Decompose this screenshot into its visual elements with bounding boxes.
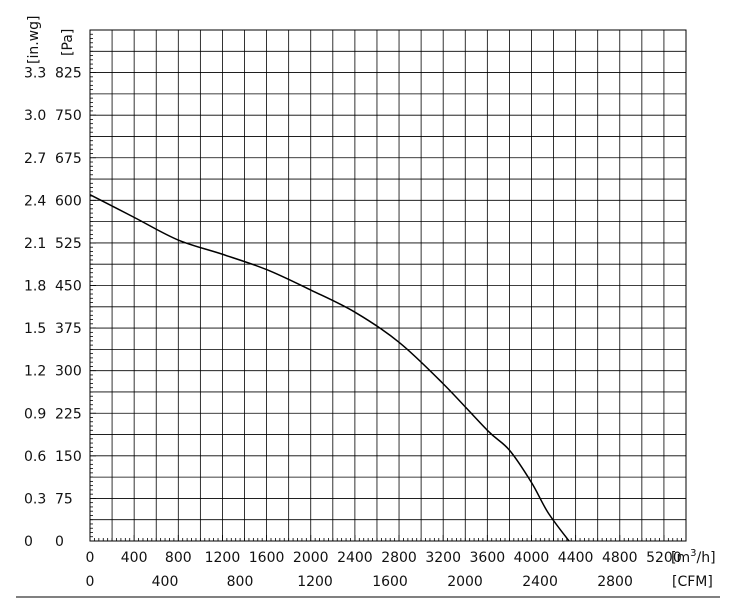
x-tick-label-m3h: 2400	[337, 550, 373, 566]
x-tick-label-cfm: 400	[152, 574, 179, 590]
y-axis-ticks: 0 0 75 0.3 150 0.6 225 0.9 300 1.2 375 1.5 450 1.8 525…	[24, 29, 96, 550]
y-tick-label-pa: 225	[55, 406, 82, 422]
y-tick-label-in-wg: 1.8	[24, 279, 46, 295]
y-tick-label-in-wg: 1.5	[24, 321, 46, 337]
x-tick-label-m3h: 3200	[425, 550, 461, 566]
x-tick-label-m3h: 4800	[602, 550, 638, 566]
x-tick-label-m3h: 2000	[293, 550, 329, 566]
x-tick-label-m3h: 800	[165, 550, 192, 566]
y-tick-label-pa: 825	[55, 66, 82, 82]
y-tick-label-pa: 375	[55, 321, 82, 337]
x-unit-m3h: [m3/h]	[671, 548, 716, 566]
y-tick-label-pa: 600	[55, 193, 82, 209]
x-tick-label-cfm: 0	[86, 574, 95, 590]
y-tick-label-pa: 450	[55, 279, 82, 295]
y-tick-label-pa: 75	[55, 491, 73, 507]
y-tick-label-pa: 0	[55, 534, 64, 550]
x-unit-cfm: [CFM]	[672, 574, 713, 590]
y-tick-label-in-wg: 0.9	[24, 406, 46, 422]
x-tick-label-m3h: 0	[86, 550, 95, 566]
x-tick-label-m3h: 2800	[381, 550, 417, 566]
y-tick-label-pa: 300	[55, 364, 82, 380]
x-tick-label-cfm: 2800	[597, 574, 633, 590]
x-tick-label-cfm: 2000	[447, 574, 483, 590]
y-tick-label-in-wg: 3.0	[24, 108, 46, 124]
x-tick-label-cfm: 1600	[372, 574, 408, 590]
y-tick-label-in-wg: 3.3	[24, 66, 46, 82]
grid	[89, 29, 687, 542]
x-tick-label-m3h: 3600	[470, 550, 506, 566]
y-tick-label-in-wg: 2.7	[24, 151, 46, 167]
y-tick-label-in-wg: 2.1	[24, 236, 46, 252]
y-tick-label-pa: 675	[55, 151, 82, 167]
x-tick-label-m3h: 1600	[249, 550, 285, 566]
y-tick-label-pa: 525	[55, 236, 82, 252]
series-line	[89, 193, 570, 542]
x-tick-label-m3h: 4000	[514, 550, 550, 566]
x-tick-label-cfm: 2400	[522, 574, 558, 590]
y-tick-label-in-wg: 0.3	[24, 491, 46, 507]
y-tick-label-in-wg: 0.6	[24, 449, 46, 465]
x-axis-ticks: 0 400 800 1200 1600 2000 2400 2800 3200 3600 4000 4…	[86, 535, 687, 590]
y-unit-pa: [Pa]	[60, 29, 76, 56]
y-tick-label-pa: 150	[55, 449, 82, 465]
x-tick-label-cfm: 1200	[297, 574, 333, 590]
y-tick-label-in-wg: 0	[24, 534, 33, 550]
x-tick-label-m3h: 5200	[646, 550, 682, 566]
y-unit-in-wg: [in.wg]	[26, 16, 42, 64]
y-tick-label-pa: 750	[55, 108, 82, 124]
x-tick-label-m3h: 400	[121, 550, 148, 566]
y-tick-label-in-wg: 2.4	[24, 193, 46, 209]
x-tick-label-m3h: 1200	[205, 550, 241, 566]
x-tick-label-cfm: 800	[227, 574, 254, 590]
y-tick-label-in-wg: 1.2	[24, 364, 46, 380]
x-tick-label-m3h: 4400	[558, 550, 594, 566]
